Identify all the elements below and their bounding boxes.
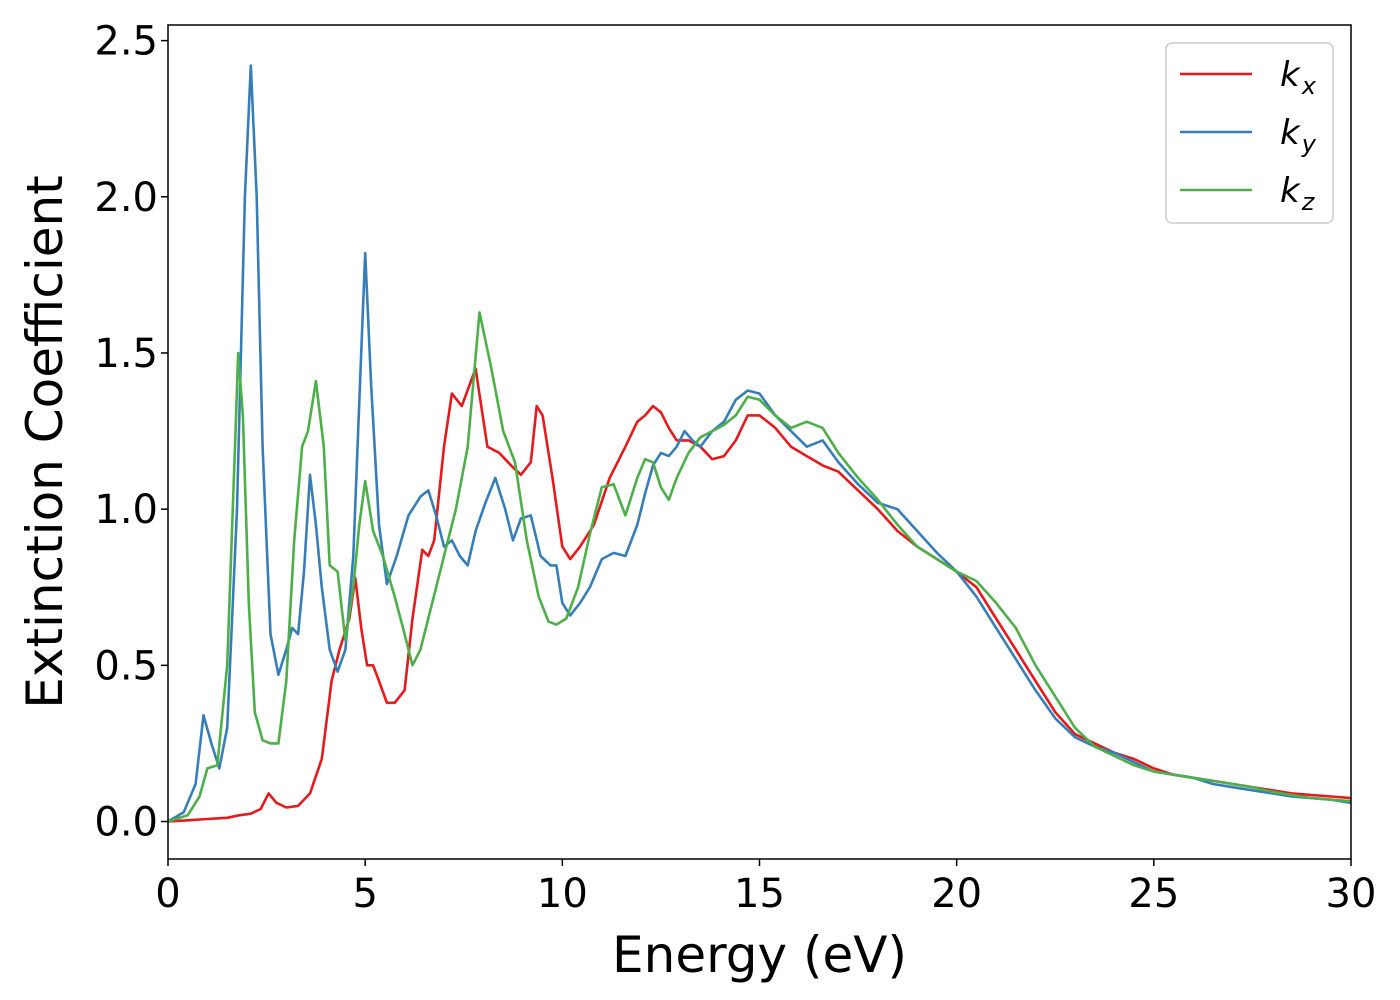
x-tick-label: 30 xyxy=(1326,871,1377,917)
plot-frame xyxy=(167,24,1352,860)
y-axis-label: Extinction Coefficient xyxy=(16,175,74,709)
plot-background xyxy=(168,25,1351,859)
x-tick-label: 0 xyxy=(155,871,180,917)
y-tick-label: 1.0 xyxy=(94,487,158,533)
series-line-y xyxy=(167,64,1352,823)
y-tick-label: 2.5 xyxy=(94,19,158,65)
x-axis-label: Energy (eV) xyxy=(612,926,907,984)
y-tick-label: 1.5 xyxy=(94,331,158,377)
y-axis-ticks: 0.0 0.5 1.0 1.5 2.0 2.5 xyxy=(94,19,168,846)
series-lines xyxy=(167,64,1352,823)
x-tick-label: 5 xyxy=(352,871,377,917)
y-tick-label: 0.5 xyxy=(94,643,158,689)
x-tick-label: 15 xyxy=(734,871,785,917)
series-line-z xyxy=(167,311,1352,823)
x-axis-ticks: 0 5 10 15 20 25 30 xyxy=(155,859,1376,917)
y-tick-label: 2.0 xyxy=(94,175,158,221)
x-tick-label: 20 xyxy=(931,871,982,917)
x-tick-label: 25 xyxy=(1128,871,1179,917)
y-tick-label: 0.0 xyxy=(94,800,158,846)
x-tick-label: 10 xyxy=(537,871,588,917)
